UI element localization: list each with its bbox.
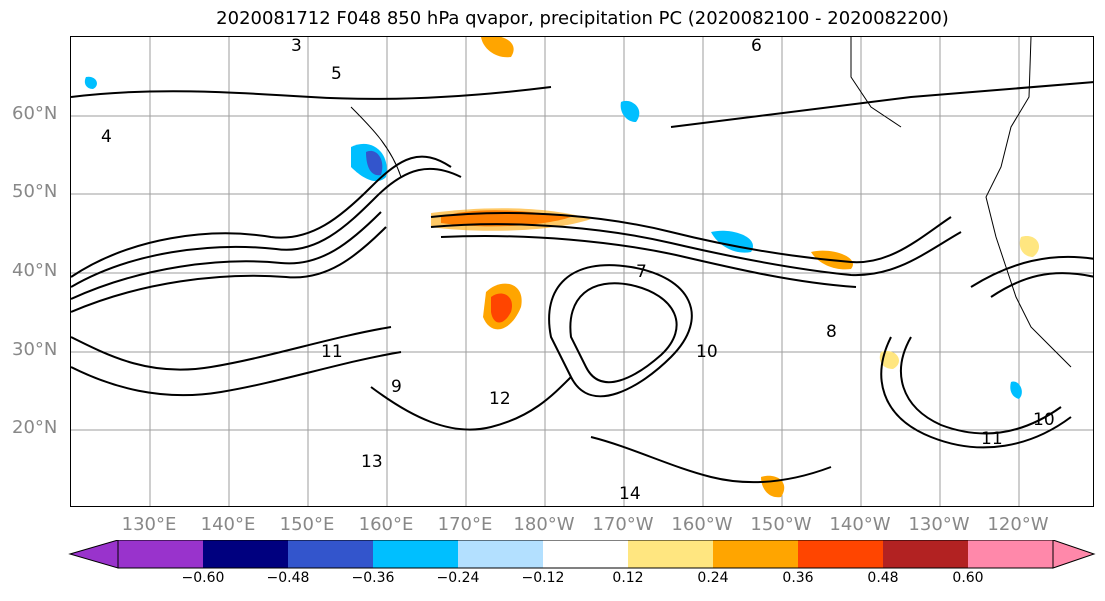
- contour-label: 10: [1033, 410, 1055, 430]
- colorbar-outline: [117, 539, 1054, 569]
- contour-label: 9: [391, 377, 402, 397]
- colorbar-segment: [968, 540, 1053, 568]
- contour-label: 5: [331, 64, 342, 84]
- colorbar-segment: [373, 540, 458, 568]
- lat-label-60n: 60°N: [12, 103, 58, 124]
- colorbar-max-extend: [1052, 539, 1096, 569]
- contour-label: 3: [291, 37, 302, 56]
- qvapor-contours: [71, 81, 1093, 484]
- contour-label: 8: [826, 322, 837, 342]
- lat-label-20n: 20°N: [12, 417, 58, 438]
- lat-label-30n: 30°N: [12, 339, 58, 360]
- lon-label-120w: 120°W: [987, 514, 1049, 535]
- colorbar-tick: −0.12: [521, 570, 565, 586]
- lon-label-160w: 160°W: [671, 514, 733, 535]
- colorbar-tick: 0.24: [697, 570, 729, 586]
- colorbar-segment: [118, 540, 203, 568]
- contour-label: 11: [981, 429, 1003, 449]
- lon-label-160e: 160°E: [358, 514, 414, 535]
- colorbar-segment: [543, 540, 628, 568]
- colorbar: −0.60 −0.48 −0.36 −0.24 −0.12 0.12 0.24 …: [0, 539, 1105, 600]
- coastlines: [350, 37, 1072, 368]
- contour-label: 7: [636, 262, 647, 282]
- colorbar-bar: [68, 539, 1096, 569]
- colorbar-segment: [458, 540, 543, 568]
- colorbar-tick: −0.24: [436, 570, 480, 586]
- lon-label-150w: 150°W: [750, 514, 812, 535]
- contour-label: 14: [619, 484, 641, 504]
- colorbar-tick: 0.60: [952, 570, 984, 586]
- colorbar-segment: [798, 540, 883, 568]
- colorbar-tick: 0.36: [782, 570, 814, 586]
- colorbar-segment: [713, 540, 798, 568]
- contour-label: 12: [489, 389, 511, 409]
- lat-label-40n: 40°N: [12, 260, 58, 281]
- lon-label-180w: 180°W: [513, 514, 575, 535]
- lon-label-140w: 140°W: [829, 514, 891, 535]
- lon-label-150e: 150°E: [279, 514, 335, 535]
- contour-label: 13: [361, 452, 383, 472]
- colorbar-segment: [883, 540, 968, 568]
- colorbar-segment: [628, 540, 713, 568]
- contour-map: 3 5 4 6 7 8 9 10 11 12 13 14 10 11: [71, 37, 1093, 506]
- colorbar-tick: 0.12: [612, 570, 644, 586]
- colorbar-segment: [203, 540, 288, 568]
- lon-label-170e: 170°E: [437, 514, 493, 535]
- colorbar-tick: −0.36: [351, 570, 395, 586]
- lon-label-140e: 140°E: [200, 514, 256, 535]
- contour-label: 4: [101, 127, 112, 147]
- colorbar-min-extend: [68, 539, 119, 569]
- contour-label: 11: [321, 342, 343, 362]
- colorbar-segment: [288, 540, 373, 568]
- colorbar-tick: −0.48: [266, 570, 310, 586]
- contour-label: 10: [696, 342, 718, 362]
- graticule: [71, 37, 1093, 506]
- contour-label-group: 3 5 4 6 7 8 9 10 11 12 13 14 10 11: [101, 37, 1055, 504]
- map-plot-area: 3 5 4 6 7 8 9 10 11 12 13 14 10 11: [70, 36, 1094, 507]
- lat-label-50n: 50°N: [12, 181, 58, 202]
- lon-label-130w: 130°W: [908, 514, 970, 535]
- lon-label-130e: 130°E: [121, 514, 177, 535]
- colorbar-tick: −0.60: [181, 570, 225, 586]
- lon-label-170w: 170°W: [592, 514, 654, 535]
- map-title: 2020081712 F048 850 hPa qvapor, precipit…: [216, 8, 949, 29]
- contour-label: 6: [751, 37, 762, 56]
- colorbar-tick: 0.48: [867, 570, 899, 586]
